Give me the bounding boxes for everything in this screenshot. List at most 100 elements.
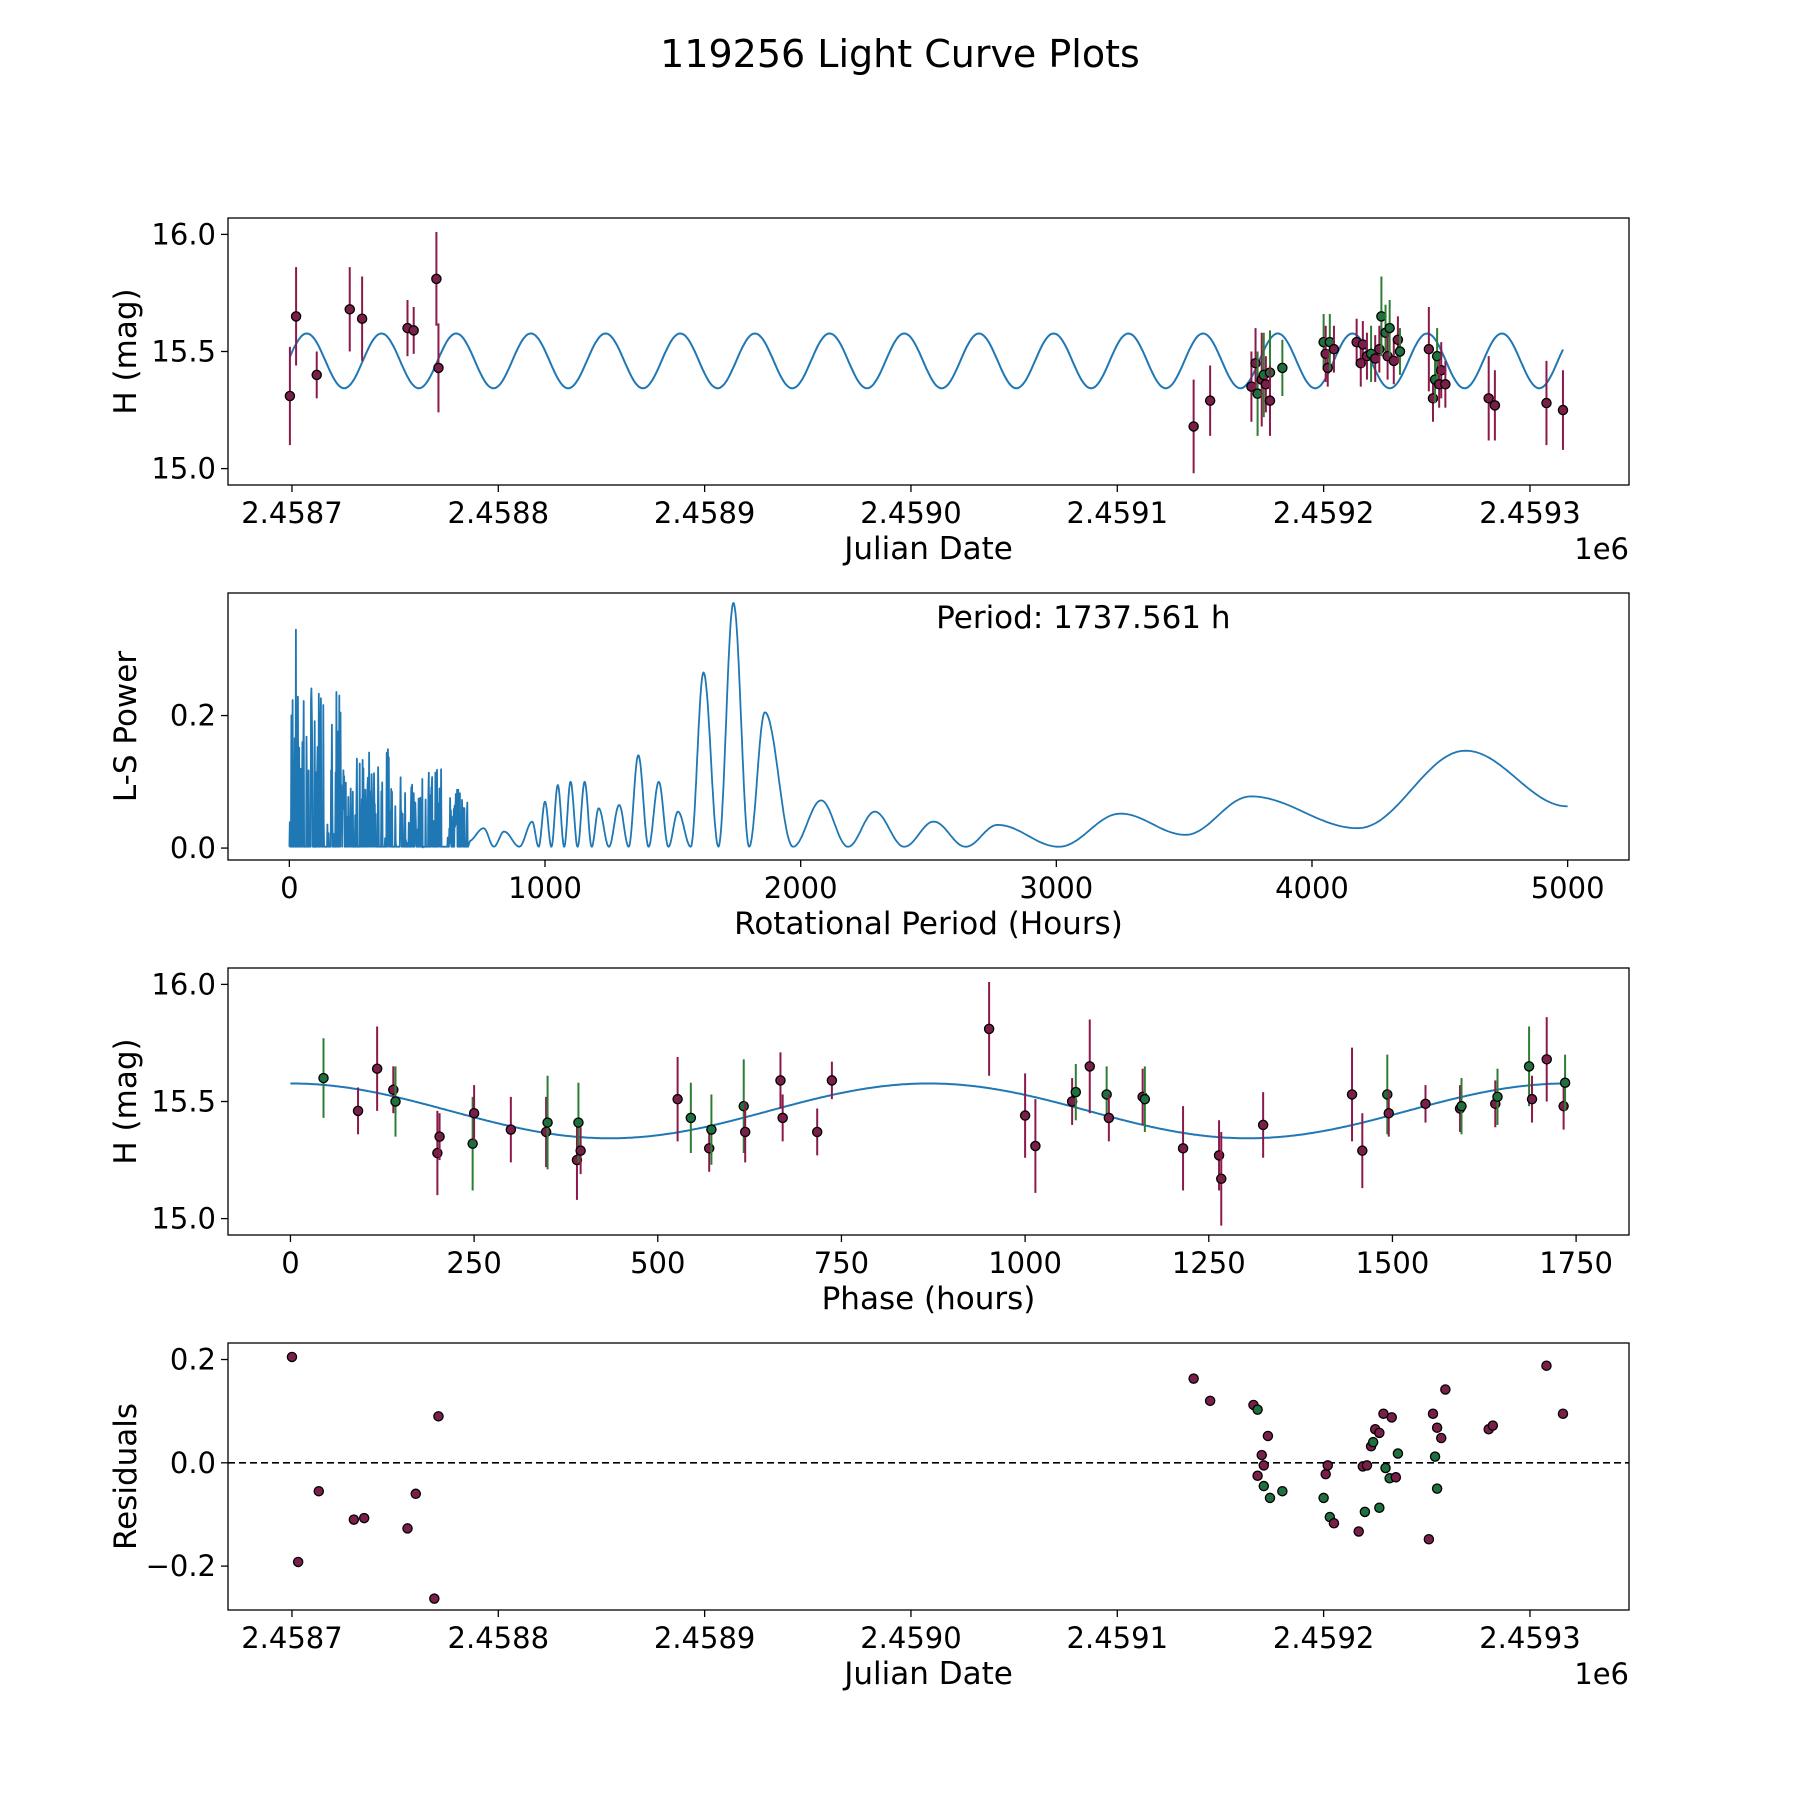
- model-curve: [290, 1082, 1567, 1140]
- y-tick-label: 16.0: [151, 217, 216, 251]
- x-axis-label: Phase (hours): [822, 1281, 1036, 1317]
- data-point: [540, 1126, 552, 1138]
- data-point: [1361, 1460, 1373, 1471]
- data-point: [739, 1126, 751, 1138]
- data-point: [318, 1072, 329, 1084]
- data-point: [433, 362, 444, 374]
- x-tick-label: 2.4587: [241, 496, 342, 530]
- data-point: [292, 1556, 304, 1568]
- data-point: [1250, 357, 1261, 369]
- data-point: [1526, 1093, 1538, 1105]
- data-point: [402, 1523, 413, 1534]
- data-point: [1431, 1422, 1443, 1433]
- data-point: [290, 311, 302, 322]
- data-point: [432, 1147, 443, 1159]
- data-point: [344, 304, 355, 315]
- phase-fold-panel: 0 250 500 750 1000 1250 1500 1750 15.0 15.5 16.0 Ph…: [108, 967, 1630, 1317]
- data-point: [1492, 1091, 1503, 1103]
- data-point: [311, 369, 322, 381]
- x-tick-label: 2.4591: [1067, 496, 1168, 530]
- plot-area: [288, 602, 1568, 849]
- y-axis-label: H (mag): [108, 1038, 144, 1164]
- data-point: [1357, 1145, 1368, 1156]
- data-point: [1390, 1472, 1402, 1483]
- data-point: [352, 1105, 364, 1117]
- periodogram-panel: 0 1000 2000 3000 4000 5000 0.0 0.2 Rotational Pe…: [108, 592, 1630, 942]
- y-tick-label: 16.0: [151, 967, 216, 1001]
- data-point: [1252, 1470, 1263, 1481]
- data-point: [1256, 1449, 1267, 1461]
- y-tick-label: 0.2: [170, 699, 216, 733]
- data-point: [983, 1023, 995, 1035]
- data-point: [1264, 1492, 1276, 1504]
- y-tick-label: 0.0: [170, 1446, 216, 1480]
- data-point: [1204, 1395, 1216, 1407]
- plot-area: [290, 982, 1571, 1226]
- data-point: [1030, 1140, 1041, 1152]
- residuals-panel: 2.4587 2.4588 2.4589 2.4590 2.4591 2.4592 2.45…: [108, 1342, 1630, 1692]
- data-point: [1394, 346, 1406, 357]
- plot-area: [284, 232, 1569, 474]
- data-point: [434, 1131, 445, 1142]
- periodogram-line: [288, 602, 1568, 849]
- y-axis-label: L-S Power: [108, 651, 144, 802]
- x-tick-label: 2.4589: [654, 496, 755, 530]
- data-point: [1103, 1112, 1115, 1124]
- data-point: [703, 1143, 715, 1154]
- x-tick-label: 2000: [764, 871, 838, 905]
- data-point: [542, 1117, 553, 1128]
- data-point: [1216, 1173, 1227, 1185]
- data-point: [1367, 1436, 1379, 1448]
- x-tick-label: 1000: [988, 1246, 1062, 1280]
- data-point: [313, 1485, 325, 1497]
- data-point: [358, 1512, 370, 1524]
- x-tick-label: 500: [630, 1246, 685, 1280]
- x-tick-label: 2.4589: [654, 1621, 755, 1655]
- model-curve: [288, 332, 1564, 390]
- x-tick-label: 2.4593: [1479, 1621, 1580, 1655]
- x-offset-label: 1e6: [1574, 532, 1629, 566]
- data-point: [775, 1075, 786, 1086]
- x-tick-label: 2.4592: [1273, 496, 1374, 530]
- data-point: [1262, 1430, 1274, 1442]
- data-point: [1328, 343, 1340, 355]
- data-point: [1374, 343, 1385, 355]
- axes-frame: [227, 1342, 1630, 1611]
- data-point: [1440, 1384, 1451, 1395]
- data-point: [1252, 1404, 1263, 1415]
- x-tick-label: 0: [280, 871, 298, 905]
- data-point: [1557, 404, 1569, 416]
- data-point: [356, 313, 368, 324]
- data-point: [1386, 1412, 1397, 1423]
- data-point: [1382, 1089, 1393, 1100]
- x-axis-label: Rotational Period (Hours): [734, 906, 1123, 942]
- data-point: [685, 1112, 697, 1124]
- x-tick-label: 1750: [1539, 1246, 1613, 1280]
- data-point: [1557, 1408, 1569, 1420]
- x-tick-label: 1500: [1356, 1246, 1430, 1280]
- data-point: [431, 273, 442, 285]
- data-point: [1359, 1506, 1371, 1518]
- data-point: [1328, 1517, 1340, 1529]
- data-point: [1420, 1098, 1431, 1110]
- x-tick-label: 3000: [1019, 871, 1093, 905]
- light-curve-panel: 2.4587 2.4588 2.4589 2.4590 2.4591 2.4592 2.45…: [108, 217, 1630, 567]
- y-tick-label: 15.5: [151, 1085, 216, 1119]
- period-annotation: Period: 1737.561 h: [936, 600, 1230, 636]
- data-point: [1427, 393, 1439, 404]
- data-point: [467, 1138, 478, 1149]
- data-point: [706, 1124, 717, 1135]
- x-tick-label: 2.4590: [860, 496, 961, 530]
- data-point: [1392, 334, 1404, 346]
- data-point: [1258, 1460, 1270, 1471]
- data-point: [284, 390, 296, 402]
- data-point: [1423, 343, 1435, 355]
- data-point: [1070, 1086, 1082, 1098]
- data-point: [1374, 1427, 1385, 1439]
- data-point: [390, 1096, 401, 1107]
- data-point: [1380, 1462, 1391, 1474]
- data-point: [1322, 362, 1334, 374]
- data-point: [1320, 1468, 1331, 1480]
- data-point: [433, 1411, 444, 1422]
